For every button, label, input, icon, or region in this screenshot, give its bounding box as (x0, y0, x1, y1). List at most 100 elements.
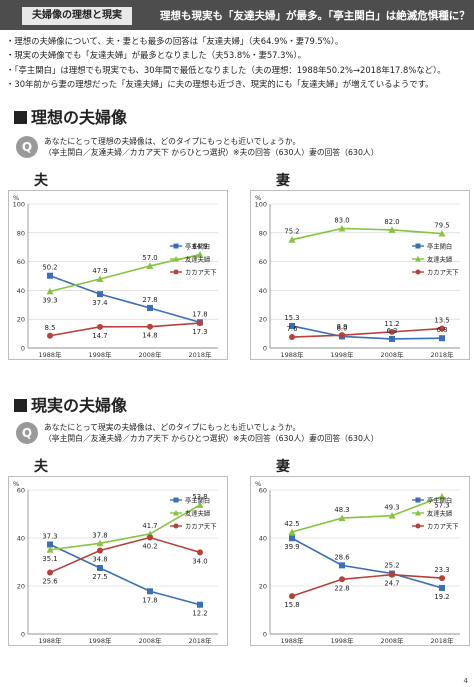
chart-frame (250, 476, 470, 646)
x-tick-label: 2008年 (380, 350, 404, 359)
data-point (438, 230, 446, 237)
x-tick-label: 1988年 (280, 636, 304, 645)
question-badge: Q (16, 422, 38, 444)
data-label: 27.8 (142, 296, 157, 304)
question-line: あなたにとって理想の夫婦像は、どのタイプにもっとも近いでしょうか。 (44, 137, 301, 146)
x-tick-label: 1988年 (38, 350, 62, 359)
chart-frame (250, 190, 470, 360)
data-label: 53.8 (192, 493, 207, 501)
data-label: 17.3 (192, 328, 207, 336)
data-point (197, 549, 203, 556)
data-point (388, 226, 396, 233)
data-label: 6.3 (387, 327, 398, 335)
data-point (339, 332, 345, 339)
data-label: 47.9 (92, 267, 107, 275)
page-header: 夫婦像の理想と現実 理想も現実も「友達夫婦」が最多。「亭主関白」は絶滅危惧種に？ (0, 0, 474, 30)
data-label: 39.9 (284, 543, 299, 551)
data-label: 49.3 (384, 504, 399, 512)
section-title-ideal: 理想の夫婦像 (14, 104, 127, 128)
data-label: 28.6 (334, 553, 349, 561)
header-tag: 夫婦像の理想と現実 (22, 7, 132, 25)
chart-husband-ideal: % 0 20 40 60 80 100 1988年 1998年 2008年 2018年 50.2 39.… (8, 190, 228, 360)
data-label: 34.0 (192, 557, 207, 565)
data-point (197, 320, 203, 327)
legend-label: 友達夫婦 (427, 254, 452, 263)
y-tick-label: 0 (263, 631, 267, 639)
y-axis-unit: % (255, 480, 261, 488)
question-badge: Q (16, 136, 38, 158)
data-label: 48.3 (334, 506, 349, 514)
data-point (97, 565, 103, 571)
data-point (289, 535, 295, 542)
data-label: 37.4 (92, 299, 107, 307)
bullet-item: 「亭主関白」は理想でも現実でも、30年間で最低となりました（夫の理想：1988年… (6, 63, 468, 77)
y-tick-label: 0 (21, 345, 25, 353)
data-label: 35.1 (42, 555, 57, 563)
data-label: 14.7 (92, 332, 107, 340)
legend-marker (415, 243, 421, 249)
data-point (288, 236, 296, 243)
legend-marker (415, 269, 421, 275)
legend-label: カカア天下 (185, 522, 216, 530)
y-tick-label: 80 (17, 229, 25, 237)
legend-marker (415, 497, 421, 503)
series-line (291, 327, 443, 338)
data-point (47, 272, 53, 279)
legend-label: 友達夫婦 (427, 508, 452, 517)
chart-husband-real: % 0 20 40 60 1988年 1998年 2008年 2018年 37.3 35.1 25.6… (8, 476, 228, 646)
data-label: 14.8 (142, 332, 157, 340)
series-line (49, 536, 201, 574)
data-label: 24.7 (384, 580, 399, 588)
series-line (291, 537, 443, 589)
data-label: 12.2 (192, 610, 207, 618)
data-label: 57.3 (434, 501, 449, 509)
section-title-text: 理想の夫婦像 (31, 108, 128, 127)
data-point (389, 335, 395, 342)
data-label: 25.6 (42, 578, 57, 586)
y-tick-label: 80 (259, 229, 267, 237)
y-tick-label: 60 (259, 258, 267, 266)
y-tick-label: 0 (263, 345, 267, 353)
data-label: 27.5 (92, 573, 107, 581)
series-line (291, 495, 443, 533)
x-tick-label: 1988年 (38, 636, 62, 645)
y-tick-label: 40 (259, 535, 267, 543)
data-point (97, 547, 103, 554)
legend-marker (173, 269, 179, 275)
legend-label: カカア天下 (185, 268, 216, 276)
data-point (146, 262, 154, 269)
legend-label: 亭主関白 (185, 495, 210, 504)
data-point (439, 575, 445, 582)
legend-marker (415, 523, 421, 529)
legend-label: 亭主関白 (427, 241, 452, 250)
question-text-ideal: あなたにとって理想の夫婦像は、どのタイプにもっとも近いでしょうか。 （亭主関白／… (44, 136, 379, 158)
question-line: （亭主関白／友達夫婦／カカア天下 からひとつ選択）※夫の回答（630人）妻の回答… (44, 434, 379, 443)
data-point (147, 323, 153, 330)
data-label: 42.5 (284, 520, 299, 528)
series-line (291, 227, 443, 241)
data-point (46, 546, 54, 553)
y-tick-label: 40 (17, 535, 25, 543)
y-tick-label: 20 (17, 583, 25, 591)
panel-label-husband-real: 夫 (34, 459, 48, 475)
data-point (389, 571, 395, 578)
series-line (49, 504, 201, 551)
question-line: あなたにとって現実の夫婦像は、どのタイプにもっとも近いでしょうか。 (44, 423, 301, 432)
x-tick-label: 1998年 (330, 636, 354, 645)
data-point (389, 328, 395, 335)
question-line: （亭主関白／友達夫婦／カカア天下 からひとつ選択）※夫の回答（630人）妻の回答… (44, 148, 379, 157)
data-point (96, 275, 104, 283)
y-tick-label: 20 (259, 583, 267, 591)
question-text-real: あなたにとって現実の夫婦像は、どのタイプにもっとも近いでしょうか。 （亭主関白／… (44, 422, 379, 444)
chart-wife-real: % 0 20 40 60 1988年 1998年 2008年 2018年 42.5 39.9 15.8… (250, 476, 470, 646)
x-tick-label: 2008年 (380, 636, 404, 645)
data-point (289, 593, 295, 600)
data-label: 13.5 (434, 317, 449, 325)
data-point (288, 528, 296, 535)
data-point (47, 541, 53, 548)
data-label: 17.8 (142, 596, 157, 604)
series-line (291, 573, 443, 597)
data-label: 8.5 (45, 324, 56, 332)
data-label: 34.8 (92, 555, 107, 563)
data-point (196, 501, 204, 508)
